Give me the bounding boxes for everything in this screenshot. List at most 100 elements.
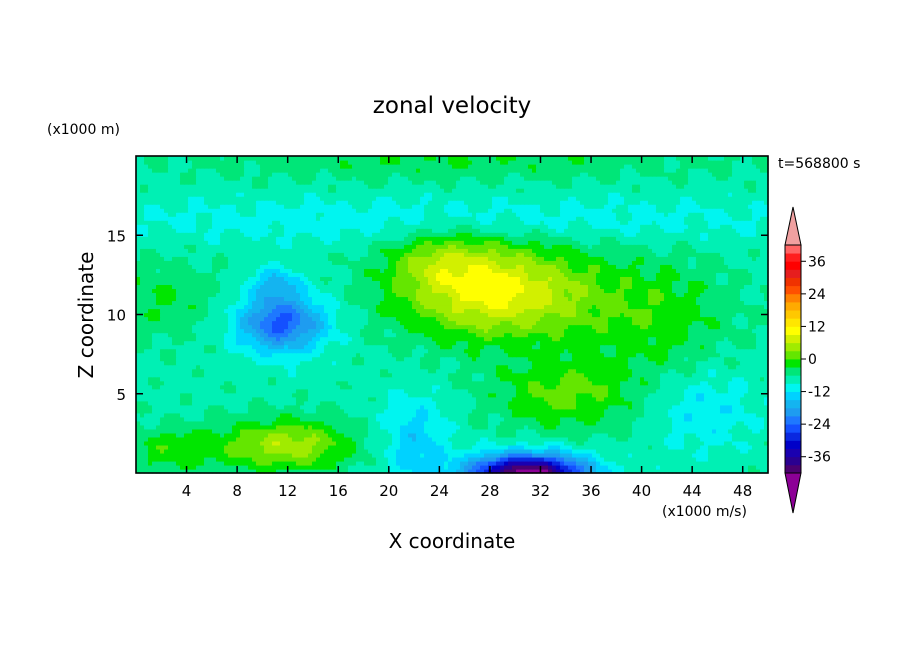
field-cell — [652, 348, 657, 354]
field-cell — [448, 460, 453, 466]
field-cell — [552, 432, 557, 438]
field-cell — [388, 448, 393, 454]
field-cell — [436, 348, 441, 354]
field-cell — [484, 424, 489, 430]
field-cell — [736, 400, 741, 406]
field-cell — [460, 368, 465, 374]
field-cell — [336, 444, 341, 450]
field-cell — [656, 460, 661, 466]
field-cell — [220, 380, 225, 386]
field-cell — [268, 452, 273, 458]
field-cell — [244, 388, 249, 394]
field-cell — [712, 364, 717, 370]
field-cell — [512, 400, 517, 406]
field-cell — [144, 400, 149, 406]
field-cell — [740, 416, 745, 422]
field-cell — [720, 420, 725, 426]
field-cell — [444, 360, 449, 366]
field-cell — [748, 412, 753, 418]
field-cell — [500, 432, 505, 438]
field-cell — [680, 352, 685, 358]
field-cell — [216, 408, 221, 414]
field-cell — [624, 404, 629, 410]
field-cell — [144, 432, 149, 438]
field-cell — [168, 428, 173, 434]
field-cell — [228, 412, 233, 418]
field-cell — [548, 444, 553, 450]
field-cell — [244, 368, 249, 374]
field-cell — [712, 408, 717, 414]
field-cell — [604, 364, 609, 370]
field-cell — [764, 460, 769, 466]
field-cell — [568, 424, 573, 430]
field-cell — [396, 428, 401, 434]
field-cell — [404, 388, 409, 394]
field-cell — [732, 360, 737, 366]
field-cell — [664, 396, 669, 402]
field-cell — [568, 464, 573, 470]
field-cell — [372, 456, 377, 462]
field-cell — [480, 388, 485, 394]
field-cell — [524, 380, 529, 386]
field-cell — [328, 360, 333, 366]
field-cell — [216, 396, 221, 402]
field-cell — [336, 428, 341, 434]
field-cell — [740, 400, 745, 406]
field-cell — [300, 436, 305, 442]
field-cell — [176, 440, 181, 446]
field-cell — [664, 400, 669, 406]
field-cell — [648, 436, 653, 442]
field-cell — [140, 348, 145, 354]
field-cell — [344, 360, 349, 366]
field-cell — [212, 404, 217, 410]
field-cell — [528, 376, 533, 382]
field-cell — [520, 448, 525, 454]
field-cell — [204, 424, 209, 430]
field-cell — [368, 372, 373, 378]
field-cell — [356, 420, 361, 426]
field-cell — [452, 344, 457, 350]
field-cell — [516, 464, 521, 470]
field-cell — [348, 344, 353, 350]
field-cell — [692, 380, 697, 386]
field-cell — [480, 416, 485, 422]
field-cell — [700, 364, 705, 370]
field-cell — [280, 432, 285, 438]
field-cell — [708, 416, 713, 422]
field-cell — [408, 384, 413, 390]
field-cell — [332, 448, 337, 454]
field-cell — [740, 352, 745, 358]
field-cell — [140, 396, 145, 402]
field-cell — [528, 352, 533, 358]
field-cell — [184, 440, 189, 446]
field-cell — [416, 376, 421, 382]
field-cell — [448, 396, 453, 402]
field-cell — [188, 356, 193, 362]
field-cell — [380, 452, 385, 458]
field-cell — [140, 360, 145, 366]
field-cell — [388, 420, 393, 426]
field-cell — [212, 392, 217, 398]
field-cell — [476, 464, 481, 470]
field-cell — [652, 448, 657, 454]
field-cell — [136, 464, 141, 470]
field-cell — [260, 352, 265, 358]
field-cell — [460, 456, 465, 462]
field-cell — [496, 444, 501, 450]
field-cell — [312, 376, 317, 382]
field-cell — [460, 404, 465, 410]
field-cell — [240, 452, 245, 458]
field-cell — [440, 452, 445, 458]
field-cell — [220, 412, 225, 418]
field-cell — [672, 388, 677, 394]
field-cell — [328, 388, 333, 394]
field-cell — [420, 440, 425, 446]
field-cell — [660, 376, 665, 382]
field-cell — [696, 404, 701, 410]
field-cell — [632, 404, 637, 410]
field-cell — [260, 440, 265, 446]
field-cell — [204, 360, 209, 366]
field-cell — [556, 368, 561, 374]
chart-title: zonal velocity — [373, 93, 531, 119]
field-cell — [628, 364, 633, 370]
